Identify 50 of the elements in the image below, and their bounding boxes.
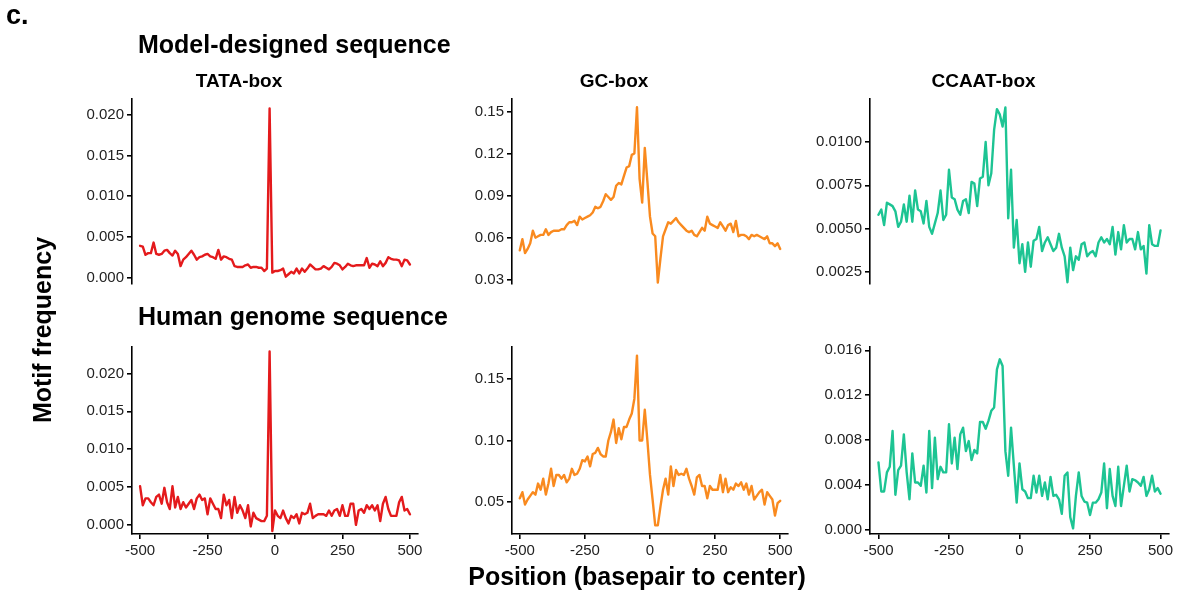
x-tick-label: 0 [645, 541, 655, 559]
y-tick-label: 0.010 [86, 186, 124, 204]
y-tick-label: 0.016 [824, 340, 862, 358]
text: Model-designed sequence [138, 30, 451, 59]
y-tick-label: 0.03 [474, 269, 504, 287]
y-tick-label: 0.15 [474, 101, 504, 119]
y-tick-label: 0.12 [474, 143, 504, 161]
x-axis-title: Position (basepair to center) [468, 562, 806, 590]
y-tick-label: 0.0100 [816, 132, 862, 150]
y-tick-label: 0.000 [86, 267, 124, 285]
x-tick-label: 250 [1077, 541, 1103, 559]
y-tick-label: 0.05 [474, 492, 504, 510]
x-tick-label: -500 [504, 541, 535, 559]
y-tick-label: 0.005 [86, 227, 124, 245]
x-tick-label: 0 [270, 541, 280, 559]
y-tick-label: 0.000 [824, 519, 862, 537]
x-tick-label: 250 [329, 541, 355, 559]
y-tick-label: 0.015 [86, 145, 124, 163]
y-tick-label: 0.008 [824, 430, 862, 448]
x-tick-label: 500 [1148, 541, 1174, 559]
x-tick-label: -250 [933, 541, 964, 559]
x-tick-label: -250 [569, 541, 600, 559]
y-tick-label: 0.004 [824, 474, 862, 492]
x-tick-label: 0 [1015, 541, 1024, 559]
y-tick-label: 0.020 [86, 363, 124, 381]
y-tick-label: 0.000 [86, 515, 124, 533]
x-tick-label: -500 [863, 541, 894, 559]
y-tick-label: 0.012 [824, 385, 862, 403]
y-tick-label: 0.0050 [816, 218, 862, 236]
x-tick-label: 500 [397, 541, 423, 559]
x-tick-label: 500 [767, 541, 793, 559]
y-tick-label: 0.020 [86, 105, 124, 123]
chart-title: CCAAT-box [931, 69, 1036, 91]
x-tick-label: -500 [125, 541, 156, 559]
y-tick-label: 0.015 [86, 401, 124, 419]
text: Human genome sequence [138, 302, 448, 331]
y-tick-label: 0.06 [474, 227, 504, 245]
y-tick-label: 0.0025 [816, 262, 862, 280]
y-tick-label: 0.005 [86, 477, 124, 495]
text: c. [6, 0, 29, 31]
y-tick-label: 0.09 [474, 185, 504, 203]
y-tick-label: 0.0075 [816, 175, 862, 193]
chart-title: TATA-box [195, 69, 283, 91]
y-tick-label: 0.010 [86, 439, 124, 457]
y-tick-label: 0.15 [474, 369, 504, 387]
y-axis-title: Motif frequency [27, 236, 57, 424]
chart-title: GC-box [579, 69, 649, 91]
x-tick-label: 250 [702, 541, 728, 559]
y-tick-label: 0.10 [474, 430, 504, 448]
x-tick-label: -250 [192, 541, 223, 559]
